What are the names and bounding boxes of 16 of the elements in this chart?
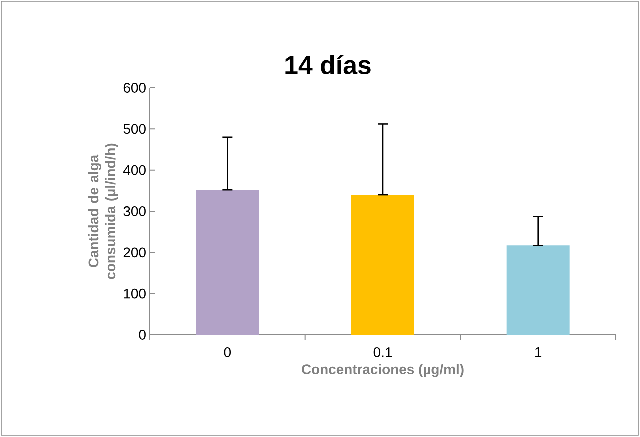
y-tick-label: 0 (139, 330, 146, 340)
bar (196, 190, 260, 335)
bar (506, 246, 570, 335)
x-tick-label: 0 (224, 348, 232, 358)
y-tick-label: 300 (124, 206, 146, 216)
x-axis-title: Concentraciones (µg/ml) (302, 364, 464, 378)
y-axis-title: Cantidad de alga consumida (µl/ind/h) (88, 144, 118, 280)
bar (352, 195, 415, 335)
y-tick-label: 100 (124, 288, 146, 299)
y-tick-label: 200 (124, 248, 146, 258)
chart-title: 14 días (286, 55, 371, 74)
y-tick-label: 600 (124, 83, 146, 93)
x-tick-label: 1 (536, 348, 542, 358)
x-tick-label: 0.1 (374, 348, 392, 358)
y-tick-label: 500 (124, 124, 146, 134)
y-tick-label: 400 (124, 165, 146, 176)
